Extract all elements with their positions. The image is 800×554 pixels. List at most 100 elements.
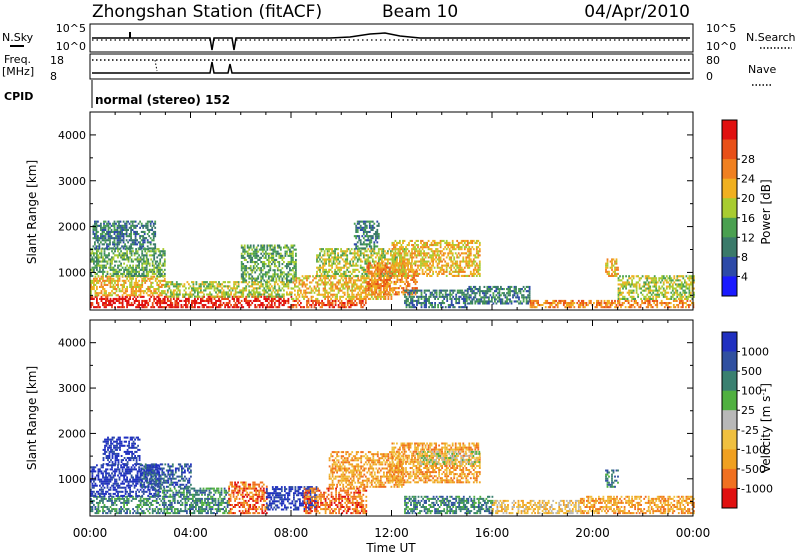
power-data-cell xyxy=(108,279,110,282)
power-data-cell xyxy=(370,289,373,292)
power-data-cell xyxy=(387,252,389,255)
power-data-cell xyxy=(119,230,122,233)
power-data-cell xyxy=(405,278,408,281)
power-data-cell xyxy=(438,262,440,265)
power-data-cell xyxy=(258,295,261,298)
power-data-cell xyxy=(177,297,180,300)
power-data-cell xyxy=(472,285,475,288)
power-data-cell xyxy=(497,292,499,295)
power-data-cell xyxy=(109,277,112,280)
power-data-cell xyxy=(306,291,308,294)
power-data-cell xyxy=(512,290,514,293)
power-data-cell xyxy=(319,293,322,296)
power-data-cell xyxy=(255,254,258,257)
power-data-cell xyxy=(243,265,246,268)
power-data-cell xyxy=(255,252,258,255)
power-data-cell xyxy=(442,270,445,273)
power-data-cell xyxy=(120,254,122,257)
power-data-cell xyxy=(486,290,489,293)
power-data-cell xyxy=(156,283,159,286)
power-data-cell xyxy=(349,297,352,300)
power-data-cell xyxy=(286,283,288,286)
power-data-cell xyxy=(425,304,427,307)
power-data-cell xyxy=(139,290,142,293)
power-data-cell xyxy=(269,287,272,290)
power-data-cell xyxy=(358,270,361,273)
power-data-cell xyxy=(93,270,95,273)
power-data-cell xyxy=(272,250,275,253)
power-data-cell xyxy=(197,295,199,298)
power-data-cell xyxy=(391,258,394,261)
power-data-cell xyxy=(474,266,477,269)
power-data-cell xyxy=(297,297,299,300)
power-data-cell xyxy=(152,230,155,233)
power-data-cell xyxy=(489,288,492,291)
power-data-cell xyxy=(495,290,498,293)
power-data-cell xyxy=(154,297,157,300)
power-data-cell xyxy=(100,299,103,302)
power-data-cell xyxy=(98,237,101,240)
power-data-cell xyxy=(115,299,118,302)
power-data-cell xyxy=(128,239,131,242)
nave-tick-high: 80 xyxy=(706,54,720,67)
power-data-cell xyxy=(145,274,148,277)
power-data-cell xyxy=(369,278,372,281)
power-data-cell xyxy=(100,237,102,240)
power-data-cell xyxy=(152,224,155,227)
power-data-cell xyxy=(431,291,433,294)
power-data-cell xyxy=(427,266,430,269)
power-data-cell xyxy=(201,304,204,307)
power-data-cell xyxy=(322,268,324,271)
power-data-cell xyxy=(127,268,130,271)
power-data-cell xyxy=(366,283,369,286)
power-data-cell xyxy=(287,299,290,302)
power-data-cell xyxy=(462,239,465,242)
power-data-cell xyxy=(266,246,269,249)
power-data-cell xyxy=(340,299,343,302)
power-data-cell xyxy=(151,264,154,267)
power-data-cell xyxy=(316,285,319,288)
power-data-cell xyxy=(172,291,175,294)
power-data-cell xyxy=(353,254,356,257)
power-data-cell xyxy=(513,290,516,293)
power-data-cell xyxy=(580,302,583,305)
power-data-cell xyxy=(391,268,394,271)
power-data-cell xyxy=(459,289,462,292)
power-data-cell xyxy=(485,290,487,293)
power-data-cell xyxy=(516,296,519,299)
power-data-cell xyxy=(163,260,166,263)
power-data-cell xyxy=(394,266,397,269)
power-data-cell xyxy=(396,287,399,290)
power-data-cell xyxy=(257,291,260,294)
power-data-cell xyxy=(475,298,478,301)
power-data-cell xyxy=(200,297,202,300)
power-data-cell xyxy=(461,306,464,309)
power-data-cell xyxy=(310,289,313,292)
power-data-cell xyxy=(94,260,97,263)
power-data-cell xyxy=(393,276,396,279)
power-data-cell xyxy=(287,271,290,274)
nsky-label: N.Sky xyxy=(2,31,34,44)
power-data-cell xyxy=(506,298,508,301)
power-data-cell xyxy=(240,293,243,296)
power-data-cell xyxy=(94,247,96,250)
power-data-cell xyxy=(469,241,472,244)
power-data-cell xyxy=(570,304,573,307)
power-data-cell xyxy=(263,244,266,247)
power-data-cell xyxy=(254,287,257,290)
power-data-cell xyxy=(269,279,272,282)
power-data-cell xyxy=(402,250,404,253)
power-data-cell xyxy=(121,304,124,307)
power-data-cell xyxy=(469,296,472,299)
power-data-cell xyxy=(393,258,395,261)
power-data-cell xyxy=(118,239,120,242)
power-data-cell xyxy=(399,268,401,271)
power-data-cell xyxy=(439,268,442,271)
power-data-cell xyxy=(396,262,399,265)
power-data-cell xyxy=(451,262,454,265)
power-data-cell xyxy=(100,224,102,227)
power-data-cell xyxy=(432,244,434,247)
power-data-cell xyxy=(346,304,349,307)
power-data-cell xyxy=(130,252,133,255)
power-data-cell xyxy=(475,292,478,295)
